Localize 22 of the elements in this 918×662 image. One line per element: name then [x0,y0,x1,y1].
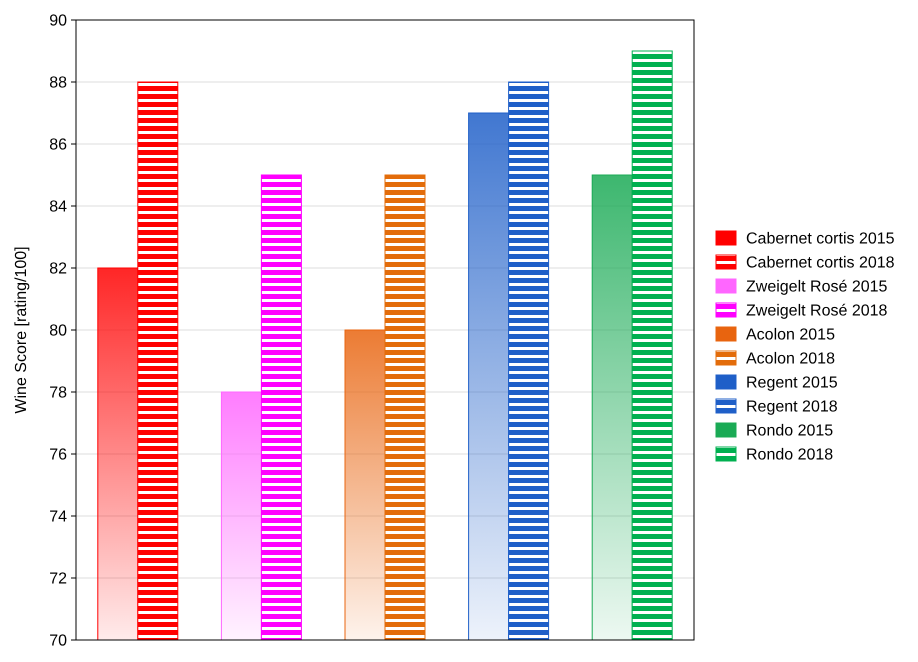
legend-label: Cabernet cortis 2015 [746,230,895,248]
y-tick-label: 86 [49,136,68,154]
y-tick-label: 90 [49,12,68,30]
legend-label: Regent 2018 [746,398,838,416]
legend-label: Acolon 2018 [746,350,836,368]
y-tick-label: 74 [49,508,68,526]
legend-label: Regent 2015 [746,374,838,392]
y-tick-label: 72 [49,570,68,588]
y-tick-label: 84 [49,198,68,216]
legend-label: Zweigelt Rosé 2015 [746,278,888,296]
y-tick-label: 76 [49,446,68,464]
y-axis-title: Wine Score [rating/100] [13,246,30,414]
y-tick-label: 82 [49,260,68,278]
y-tick-label: 78 [49,384,68,402]
y-tick-label: 70 [49,632,68,650]
legend-label: Rondo 2015 [746,422,834,440]
legend-label: Acolon 2015 [746,326,836,344]
legend-label: Rondo 2018 [746,446,834,464]
legend-label: Zweigelt Rosé 2018 [746,302,888,320]
legend-label: Cabernet cortis 2018 [746,254,895,272]
y-tick-label: 88 [49,74,68,92]
y-tick-label: 80 [49,322,68,340]
